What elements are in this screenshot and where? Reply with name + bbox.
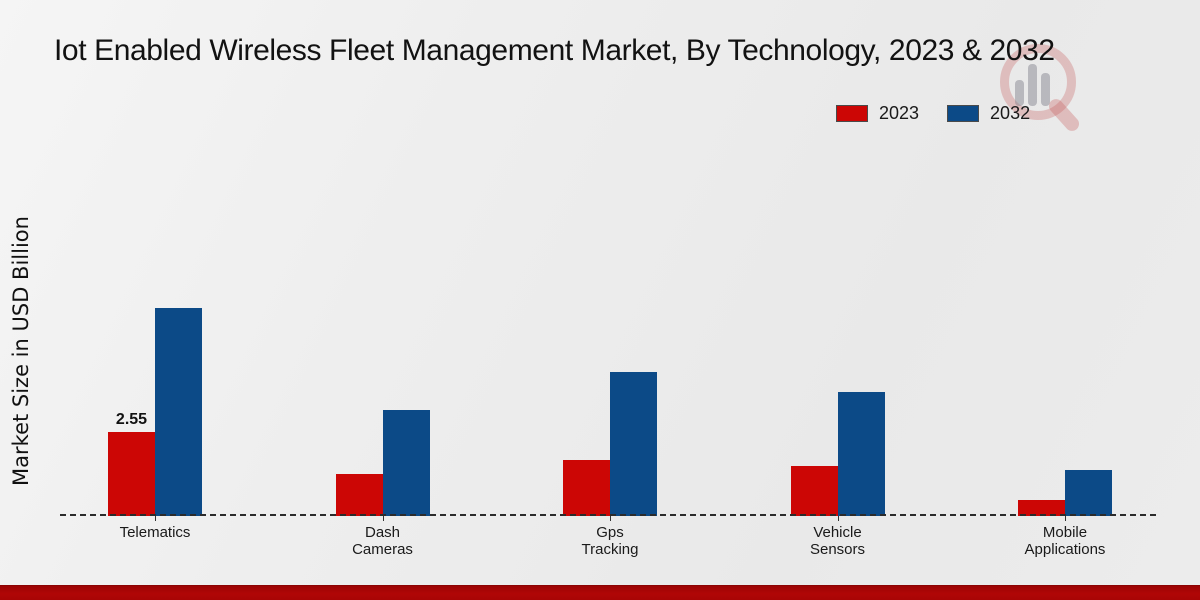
bar-2023-mobile-applications [1018, 499, 1065, 516]
legend: 2023 2032 [836, 103, 1030, 124]
x-axis-tick [610, 516, 611, 521]
y-axis-label: Market Size in USD Billion [9, 216, 33, 486]
category-label-mobile-applications: Mobile Applications [1024, 524, 1106, 558]
bar-2032-mobile-applications [1065, 470, 1112, 516]
x-axis-tick [837, 516, 839, 521]
chart-title: Iot Enabled Wireless Fleet Management Ma… [54, 34, 1055, 67]
legend-swatch-2032 [947, 105, 980, 122]
legend-label-2032: 2032 [990, 103, 1031, 123]
legend-item-2023: 2023 [836, 103, 919, 124]
bar-2023-gps-tracking [563, 460, 610, 516]
bar-2023-dash-cameras [335, 474, 383, 516]
bar-2032-telematics [155, 308, 202, 516]
legend-swatch-2023 [836, 105, 868, 122]
bar-2032-dash-cameras [382, 409, 430, 516]
bar-2032-gps-tracking [610, 371, 657, 516]
legend-label-2023: 2023 [879, 103, 920, 123]
bar-2023-vehicle-sensors [790, 465, 838, 516]
bar-2023-telematics [108, 432, 155, 516]
watermark-bar-icon [1015, 80, 1024, 106]
category-label-gps-tracking: Gps Tracking [581, 524, 639, 558]
category-label-vehicle-sensors: Vehicle Sensors [809, 524, 866, 558]
bar-value-label: 2.55 [115, 411, 148, 429]
x-axis-tick [1065, 516, 1066, 521]
watermark-ring [1000, 44, 1076, 120]
x-axis-tick [382, 516, 384, 521]
x-axis-tick [155, 516, 156, 521]
magnifier-bar-chart-logo-watermark-icon [995, 40, 1105, 150]
legend-item-2032: 2032 [947, 103, 1030, 124]
watermark-bar-icon [1041, 73, 1050, 106]
x-axis-baseline [60, 514, 1156, 516]
category-label-dash-cameras: Dash Cameras [352, 524, 413, 558]
category-label-telematics: Telematics [119, 524, 191, 541]
watermark-bar-icon [1028, 64, 1037, 106]
bar-2032-vehicle-sensors [837, 391, 885, 516]
footer-accent-band [0, 585, 1200, 600]
